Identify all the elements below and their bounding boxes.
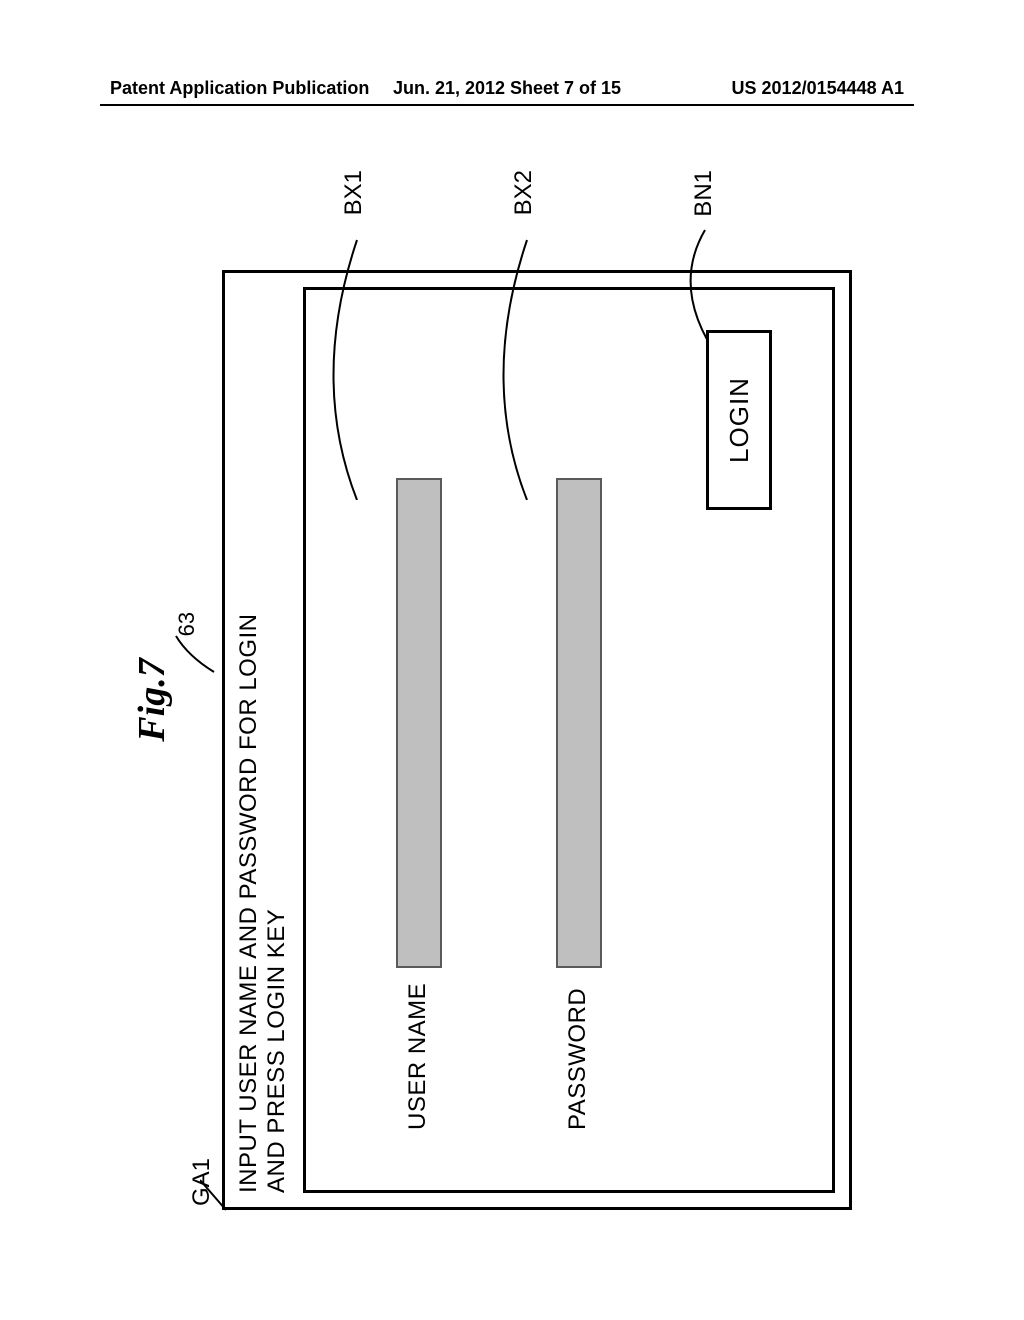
instruction-text: INPUT USER NAME AND PASSWORD FOR LOGIN A… [235, 613, 290, 1193]
leader-line-icon [168, 626, 218, 676]
figure-7: Fig.7 63 GA1 BX1 BX2 BN1 INPUT USER NAME… [130, 170, 890, 1230]
screen-outer-frame: INPUT USER NAME AND PASSWORD FOR LOGIN A… [222, 270, 852, 1210]
callout-bn1: BN1 [690, 170, 718, 217]
header-left: Patent Application Publication [110, 78, 369, 99]
screen-inner-frame: USER NAME PASSWORD LOGIN [303, 287, 835, 1193]
callout-bx1: BX1 [340, 170, 368, 215]
username-input[interactable] [396, 478, 442, 968]
username-label: USER NAME [404, 983, 432, 1130]
header-center: Jun. 21, 2012 Sheet 7 of 15 [393, 78, 621, 99]
callout-ga1: GA1 [188, 1158, 216, 1206]
page-header: Patent Application Publication Jun. 21, … [110, 78, 904, 99]
callout-bx2: BX2 [510, 170, 538, 215]
reference-63: 63 [174, 612, 200, 636]
header-rule [100, 104, 914, 106]
login-button-label: LOGIN [724, 377, 755, 463]
header-right: US 2012/0154448 A1 [732, 78, 904, 99]
login-button[interactable]: LOGIN [706, 330, 772, 510]
patent-page: Patent Application Publication Jun. 21, … [0, 0, 1024, 1320]
password-label: PASSWORD [564, 988, 592, 1130]
password-input[interactable] [556, 478, 602, 968]
